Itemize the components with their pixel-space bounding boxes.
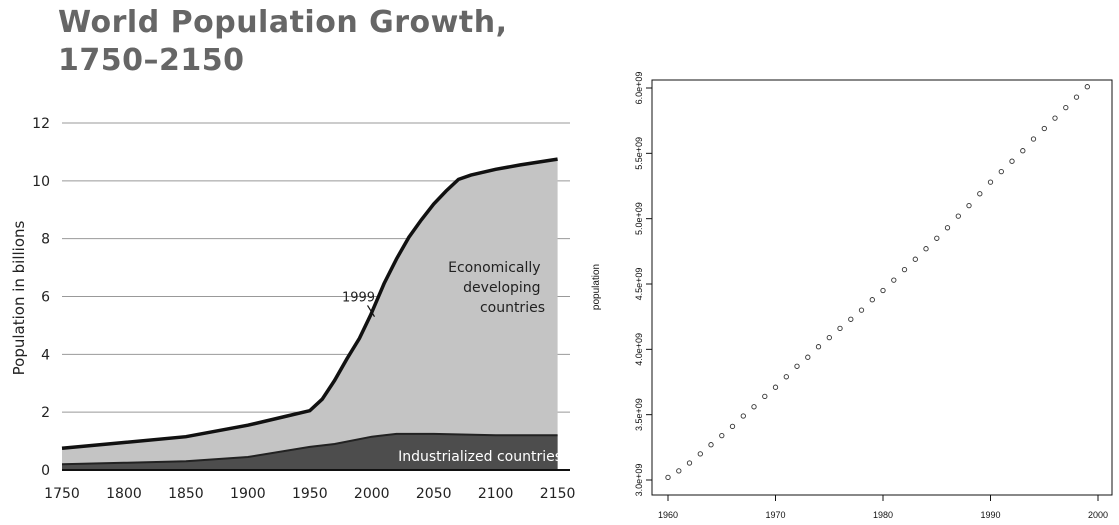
data-point xyxy=(1041,125,1047,132)
data-point xyxy=(826,334,832,341)
data-point xyxy=(1020,148,1026,154)
developing-countries-area xyxy=(62,159,558,470)
chart-title-line-1: World Population Growth, xyxy=(58,5,508,40)
x-tick-label: 1950 xyxy=(292,486,328,502)
industrialized-countries-curve xyxy=(61,432,558,466)
data-point xyxy=(912,256,918,262)
data-point xyxy=(848,316,854,322)
y-tick-label: 3.0e+09 xyxy=(634,464,644,497)
x-tick-label: 1980 xyxy=(873,510,893,520)
x-tick-labels: 1750 1800 1850 1900 1950 2000 2050 2100 2150 xyxy=(44,486,575,502)
data-point xyxy=(955,213,961,219)
x-tick-label: 1800 xyxy=(106,486,142,502)
data-point xyxy=(858,307,865,313)
y-tick-label: 4.5e+09 xyxy=(634,268,644,301)
x-tick-label: 2000 xyxy=(354,486,390,502)
y-tick-label: 4.0e+09 xyxy=(634,333,644,366)
y-axis-ticks: 3.0e+09 3.5e+09 4.0e+09 4.5e+09 5.0e+09 5.5e+… xyxy=(634,72,652,497)
annotation-1999-pointer xyxy=(367,305,376,318)
x-tick-label: 2000 xyxy=(1088,510,1108,520)
data-point xyxy=(686,460,693,466)
x-tick-label: 2050 xyxy=(416,486,452,502)
x-tick-label: 1960 xyxy=(658,510,678,520)
plot-frame xyxy=(651,79,1113,496)
data-point xyxy=(944,225,951,231)
data-point xyxy=(783,374,789,380)
y-tick-label: 6 xyxy=(41,290,50,306)
data-point xyxy=(794,363,800,369)
y-axis-label-population: population xyxy=(591,264,602,310)
data-point xyxy=(891,277,897,283)
data-point xyxy=(923,246,929,252)
y-tick-labels: 0 2 4 6 8 10 12 xyxy=(32,116,50,479)
data-points xyxy=(665,84,1090,481)
y-tick-label: 0 xyxy=(41,463,50,479)
data-point xyxy=(697,451,703,457)
data-point xyxy=(815,344,822,350)
x-tick-label: 1900 xyxy=(230,486,266,502)
data-point xyxy=(934,235,940,241)
x-axis-ticks: 1960 1970 1980 1990 2000 xyxy=(658,495,1108,520)
data-point xyxy=(1084,84,1090,90)
y-tick-label: 8 xyxy=(41,232,50,248)
data-point xyxy=(837,325,843,332)
data-point xyxy=(805,354,811,360)
data-point xyxy=(719,432,725,439)
developing-countries-curve xyxy=(61,157,558,451)
industrialized-countries-label: Industrialized countries xyxy=(398,449,562,465)
y-tick-label: 2 xyxy=(41,405,50,421)
chart-title: World Population Growth, 1750–2150 xyxy=(58,4,507,80)
y-tick-label: 5.5e+09 xyxy=(634,137,644,170)
annotation-1999: 1999 xyxy=(342,290,375,305)
data-point xyxy=(998,168,1004,175)
data-point xyxy=(977,191,983,197)
y-tick-label: 12 xyxy=(32,116,50,132)
data-point xyxy=(880,287,886,294)
data-point xyxy=(676,468,682,474)
developing-label-line-1: Economically xyxy=(448,260,540,276)
developing-label-line-2: developing xyxy=(463,280,540,296)
data-point xyxy=(1073,94,1080,100)
y-axis-label: Population in billions xyxy=(10,220,28,375)
data-point xyxy=(740,413,746,419)
data-point xyxy=(751,404,757,410)
x-tick-label: 1990 xyxy=(980,510,1000,520)
data-point xyxy=(1063,104,1069,111)
data-point xyxy=(665,474,671,481)
data-point xyxy=(1052,115,1058,121)
data-point xyxy=(708,442,714,448)
data-point xyxy=(729,423,736,430)
population-growth-area-chart: 0 2 4 6 8 10 12 1750 1800 1850 1900 1950 2000 2050 21… xyxy=(10,116,575,502)
x-tick-label: 2150 xyxy=(540,486,576,502)
y-tick-label: 5.0e+09 xyxy=(634,202,644,235)
data-point xyxy=(869,297,875,303)
developing-countries-label: Economically developing countries xyxy=(448,260,545,316)
x-tick-label: 1970 xyxy=(765,510,785,520)
y-tick-label: 10 xyxy=(32,174,50,190)
industrialized-countries-area xyxy=(62,433,558,470)
data-point xyxy=(762,393,768,400)
data-point xyxy=(966,202,972,209)
developing-label-line-3: countries xyxy=(480,300,545,316)
chart-title-line-2: 1750–2150 xyxy=(58,43,245,78)
data-point xyxy=(1030,136,1037,142)
data-point xyxy=(772,384,779,390)
data-point xyxy=(1009,158,1015,164)
data-point xyxy=(901,266,908,273)
x-tick-label: 1750 xyxy=(44,486,80,502)
y-tick-label: 3.5e+09 xyxy=(634,398,644,431)
data-point xyxy=(987,179,994,185)
y-tick-label: 6.0e+09 xyxy=(634,72,644,105)
x-tick-label: 2100 xyxy=(478,486,514,502)
x-tick-label: 1850 xyxy=(168,486,204,502)
y-tick-label: 4 xyxy=(41,347,50,363)
